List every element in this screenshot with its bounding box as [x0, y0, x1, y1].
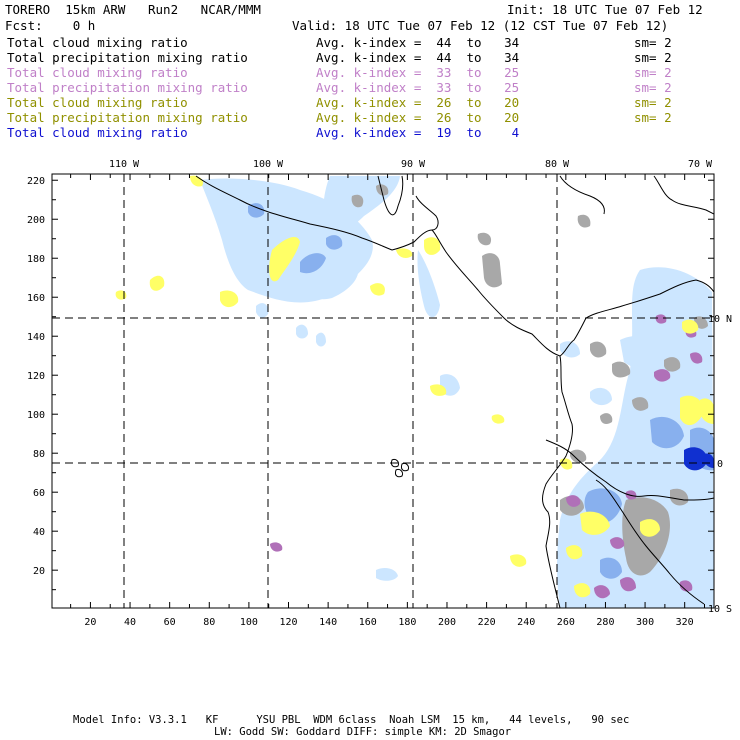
y-tick-label: 100 [27, 410, 45, 421]
legend-field: Total precipitation mixing ratio [7, 110, 248, 125]
legend-avg: Avg. k-index = 26 to 20 [316, 110, 520, 125]
legend-field: Total precipitation mixing ratio [7, 80, 248, 95]
legend-field: Total precipitation mixing ratio [7, 50, 248, 65]
y-tick-label: 80 [33, 449, 45, 460]
y-tick-label: 220 [27, 176, 45, 187]
valid-time: Valid: 18 UTC Tue 07 Feb 12 (12 CST Tue … [292, 18, 669, 33]
legend-avg: Avg. k-index = 26 to 20 [316, 95, 520, 110]
legend-sm: sm= 2 [634, 65, 672, 80]
x-tick-label: 80 [203, 617, 215, 628]
axis-labels: 20 40 60 80 100 120 140 160 180 200 220 240 260 280 30… [27, 159, 732, 628]
legend-avg: Avg. k-index = 19 to 4 [316, 125, 520, 140]
model-info-line2: LW: Godd SW: Goddard DIFF: simple KM: 2D… [214, 726, 512, 738]
longitude-label: 80 W [545, 159, 570, 170]
x-tick-label: 260 [557, 617, 575, 628]
legend-avg: Avg. k-index = 44 to 34 [316, 35, 520, 50]
coastlines [195, 175, 714, 608]
y-tick-label: 180 [27, 254, 45, 265]
longitude-label: 70 W [688, 159, 713, 170]
latitude-label: 0 [717, 459, 723, 470]
map-frame [51, 173, 715, 609]
x-tick-label: 200 [438, 617, 456, 628]
legend-field: Total cloud mixing ratio [7, 35, 188, 50]
x-tick-label: 100 [240, 617, 258, 628]
legend-avg: Avg. k-index = 44 to 34 [316, 50, 520, 65]
x-tick-label: 320 [676, 617, 694, 628]
longitude-label: 100 W [253, 159, 284, 170]
init-time: Init: 18 UTC Tue 07 Feb 12 [507, 2, 703, 17]
legend-sm: sm= 2 [634, 80, 672, 95]
longitude-label: 110 W [109, 159, 140, 170]
longitude-label: 90 W [401, 159, 426, 170]
gray-cloud-areas [351, 184, 708, 576]
latitude-label: 10 N [708, 314, 732, 325]
latitude-label: 10 S [708, 604, 732, 615]
x-tick-label: 120 [279, 617, 297, 628]
y-tick-label: 20 [33, 566, 45, 577]
x-tick-label: 60 [164, 617, 176, 628]
model-info-line1: Model Info: V3.3.1 KF YSU PBL WDM 6class… [73, 714, 630, 726]
legend-sm: sm= 2 [634, 110, 672, 125]
axis-ticks [52, 174, 714, 608]
y-tick-label: 60 [33, 488, 45, 499]
y-tick-label: 140 [27, 332, 45, 343]
legend-field: Total cloud mixing ratio [7, 95, 188, 110]
y-tick-label: 120 [27, 371, 45, 382]
x-tick-label: 280 [596, 617, 614, 628]
legend-sm: sm= 2 [634, 50, 672, 65]
yellow-cloud-areas [115, 175, 714, 598]
x-tick-label: 160 [359, 617, 377, 628]
forecast-hour: Fcst: 0 h [5, 18, 96, 33]
legend-sm: sm= 2 [634, 95, 672, 110]
legend-avg: Avg. k-index = 33 to 25 [316, 65, 520, 80]
y-tick-label: 200 [27, 215, 45, 226]
x-tick-label: 300 [636, 617, 654, 628]
x-tick-label: 220 [478, 617, 496, 628]
x-tick-label: 40 [124, 617, 136, 628]
lat-lon-gridlines [52, 174, 714, 608]
legend-sm: sm= 2 [634, 35, 672, 50]
mixing-ratio-fields [115, 175, 714, 608]
x-tick-label: 180 [398, 617, 416, 628]
x-tick-label: 240 [517, 617, 535, 628]
y-tick-label: 160 [27, 293, 45, 304]
legend-field: Total cloud mixing ratio [7, 65, 188, 80]
x-tick-label: 140 [319, 617, 337, 628]
model-title: TORERO 15km ARW Run2 NCAR/MMM [5, 2, 261, 17]
legend-field: Total cloud mixing ratio [7, 125, 188, 140]
y-tick-label: 40 [33, 527, 45, 538]
legend-avg: Avg. k-index = 33 to 25 [316, 80, 520, 95]
x-tick-label: 20 [84, 617, 96, 628]
dark-blue-cloud-areas [684, 447, 714, 471]
